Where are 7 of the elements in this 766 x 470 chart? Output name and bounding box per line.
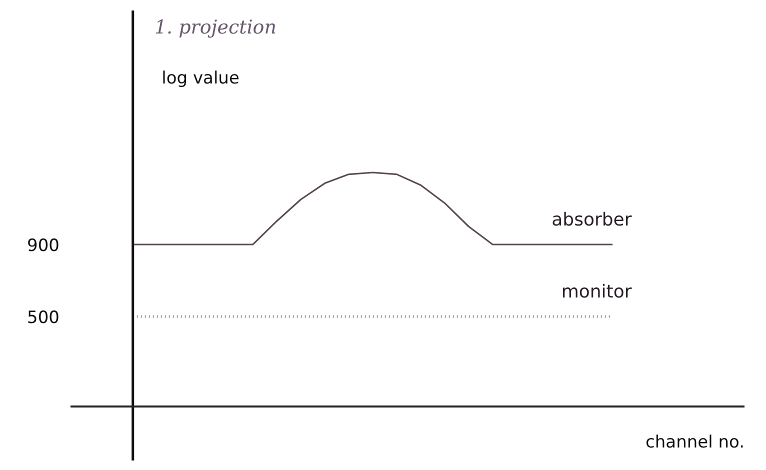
y-axis-title: log value	[162, 68, 240, 88]
y-tick-label: 500	[27, 308, 60, 328]
x-axis-title: channel no.	[646, 432, 745, 452]
series-label: absorber	[552, 210, 632, 230]
series-label: monitor	[561, 282, 632, 302]
y-tick-label: 900	[27, 236, 60, 256]
chart-title: 1. projection	[154, 16, 276, 38]
